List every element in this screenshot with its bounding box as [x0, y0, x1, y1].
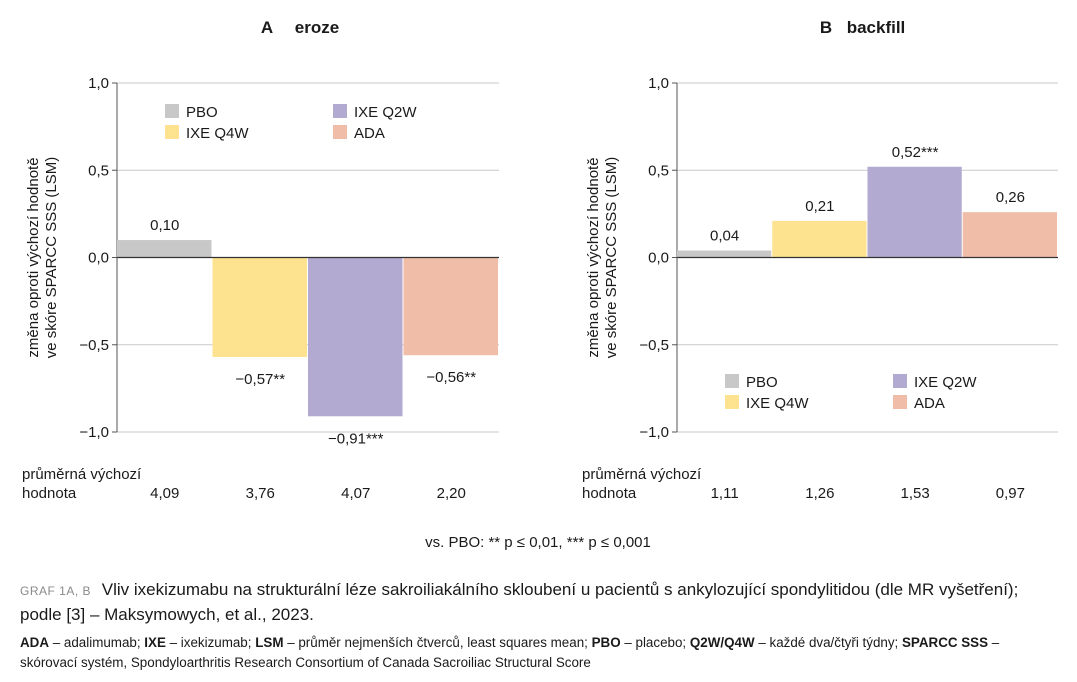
- baseline-value: 3,76: [246, 485, 275, 502]
- baseline-value: 1,53: [901, 485, 930, 502]
- legend-label: IXE Q4W: [746, 395, 809, 412]
- data-label: 0,52***: [892, 144, 939, 161]
- data-label: 0,10: [150, 217, 179, 234]
- bar-ixe-q4w: [212, 257, 307, 357]
- legend-label: ADA: [354, 125, 385, 142]
- abbr-term: Q2W/Q4W: [689, 635, 755, 650]
- y-tick-label: −1,0: [79, 424, 109, 441]
- abbr-term: ADA: [20, 635, 50, 650]
- legend-label: ADA: [914, 395, 945, 412]
- y-tick-label: 0,0: [88, 250, 109, 267]
- legend-swatch: [333, 104, 347, 118]
- baseline-label-line2: hodnota: [582, 485, 637, 502]
- baseline-value: 1,11: [711, 485, 739, 502]
- bar-pbo: [117, 240, 212, 258]
- caption-title: Vliv ixekizumabu na strukturální léze sa…: [20, 580, 1019, 624]
- bar-ixe-q2w: [308, 257, 403, 417]
- abbr-term: IXE: [144, 635, 166, 650]
- data-label: 0,04: [710, 228, 739, 245]
- abbr-definition: – průměr nejmenších čtverců, least squar…: [283, 635, 592, 650]
- data-label: −0,91***: [328, 430, 384, 447]
- baseline-value: 1,26: [805, 485, 834, 502]
- abbr-term: PBO: [591, 635, 621, 650]
- legend-swatch: [165, 125, 179, 139]
- legend-swatch: [333, 125, 347, 139]
- y-tick-label: 0,5: [648, 162, 669, 179]
- legend-label: IXE Q2W: [914, 374, 977, 391]
- significance-note: vs. PBO: ** p ≤ 0,01, *** p ≤ 0,001: [425, 534, 651, 551]
- y-axis-label-line1: změna oproti výchozí hodnotě: [25, 157, 42, 357]
- y-axis-label-line2: ve skóre SPARCC SSS (LSM): [43, 157, 60, 358]
- legend-swatch: [165, 104, 179, 118]
- y-tick-label: −1,0: [639, 424, 669, 441]
- legend-swatch: [725, 374, 739, 388]
- caption-tag: GRAF 1A, B: [20, 584, 92, 598]
- bar-ada: [403, 257, 498, 356]
- legend-label: IXE Q4W: [186, 125, 249, 142]
- legend-swatch: [725, 395, 739, 409]
- legend-label: PBO: [186, 104, 218, 121]
- baseline-value: 0,97: [996, 485, 1025, 502]
- data-label: −0,57**: [235, 371, 285, 388]
- bar-ada: [962, 212, 1057, 258]
- data-label: 0,26: [996, 189, 1025, 206]
- bar-pbo: [677, 250, 772, 258]
- abbr-definition: – placebo;: [620, 635, 690, 650]
- legend-label: IXE Q2W: [354, 104, 417, 121]
- y-tick-label: 1,0: [88, 75, 109, 92]
- y-tick-label: −0,5: [639, 337, 669, 354]
- y-tick-label: 0,0: [648, 250, 669, 267]
- data-label: 0,21: [805, 198, 834, 215]
- caption-abbreviations: ADA – adalimumab; IXE – ixekizumab; LSM …: [20, 633, 1060, 673]
- legend-label: PBO: [746, 374, 778, 391]
- panel-letter: B: [820, 18, 832, 37]
- baseline-label-line2: hodnota: [22, 485, 77, 502]
- caption-title-line: GRAF 1A, B Vliv ixekizumabu na strukturá…: [20, 578, 1060, 627]
- baseline-value: 2,20: [437, 485, 466, 502]
- y-tick-label: 0,5: [88, 162, 109, 179]
- legend-swatch: [893, 374, 907, 388]
- legend-swatch: [893, 395, 907, 409]
- abbr-definition: – skórovací systém, Spondyloarthritis Re…: [20, 635, 1000, 670]
- y-tick-label: 1,0: [648, 75, 669, 92]
- caption-block: GRAF 1A, B Vliv ixekizumabu na strukturá…: [20, 578, 1060, 673]
- y-tick-label: −0,5: [79, 337, 109, 354]
- baseline-value: 4,09: [150, 485, 179, 502]
- baseline-value: 4,07: [341, 485, 370, 502]
- panel-title: backfill: [847, 18, 906, 37]
- bar-ixe-q2w: [867, 166, 962, 258]
- abbr-term: LSM: [255, 635, 284, 650]
- panel-letter: A: [261, 18, 273, 37]
- abbr-term: SPARCC SSS: [901, 635, 989, 650]
- panel-title: eroze: [295, 18, 339, 37]
- abbr-definition: – ixekizumab;: [165, 635, 256, 650]
- data-label: −0,56**: [426, 369, 476, 386]
- abbr-definition: – adalimumab;: [49, 635, 145, 650]
- abbr-definition: – každé dva/čtyři týdny;: [754, 635, 902, 650]
- baseline-label-line1: průměrná výchozí: [582, 466, 702, 483]
- y-axis-label-line2: ve skóre SPARCC SSS (LSM): [603, 157, 620, 358]
- baseline-label-line1: průměrná výchozí: [22, 466, 142, 483]
- bar-ixe-q4w: [772, 220, 867, 258]
- y-axis-label-line1: změna oproti výchozí hodnotě: [585, 157, 602, 357]
